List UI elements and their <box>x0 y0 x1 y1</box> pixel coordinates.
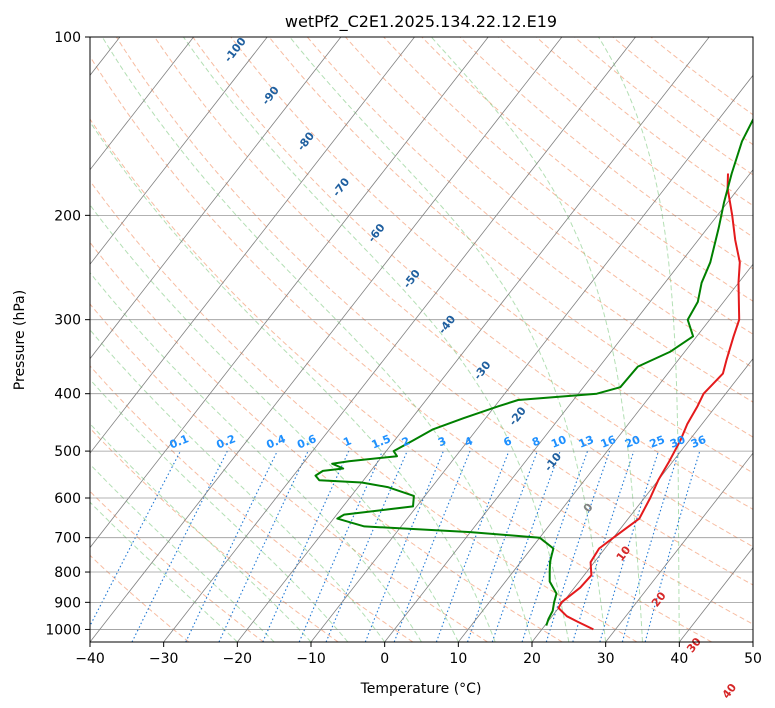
y-tick-label: 400 <box>54 387 81 403</box>
y-tick-label: 1000 <box>45 622 81 638</box>
moist-adiabat-line <box>90 204 459 642</box>
x-axis-label: Temperature (°C) <box>360 681 482 697</box>
x-tick-label: 40 <box>670 651 688 667</box>
y-tick-label: 600 <box>54 491 81 507</box>
moist-adiabat-line <box>90 121 496 642</box>
mixing-ratio-line <box>262 450 350 642</box>
x-tick-label: 20 <box>523 651 541 667</box>
plot-frame <box>89 36 754 643</box>
mixing-ratio-line <box>572 450 635 642</box>
dry-adiabat-line <box>115 37 753 586</box>
isotherm-line <box>237 37 710 642</box>
y-axis-ticks: 100 200 300 400 500 600 700 800 900 1000 <box>45 30 90 638</box>
dry-adiabat-line <box>345 37 753 369</box>
dry-adiabat-line <box>230 37 753 474</box>
isotherm-line <box>90 37 489 549</box>
mixing-ratio-line <box>364 450 444 642</box>
mixing-ratio-label: 16 <box>599 433 618 451</box>
mixing-ratio-line <box>491 450 561 642</box>
x-tick-label: −40 <box>75 651 105 667</box>
x-tick-label: −30 <box>149 651 179 667</box>
moist-adiabat-line <box>90 271 422 642</box>
mixing-ratio-label: 8 <box>530 434 542 449</box>
isotherm-line <box>163 37 636 642</box>
moist-adiabat-line <box>101 37 533 642</box>
isotherm-line <box>605 452 753 642</box>
dry-adiabat-line <box>90 118 712 642</box>
chart-title: wetPf2_C2E1.2025.134.22.12.E19 <box>285 12 557 32</box>
x-tick-label: 50 <box>744 651 762 667</box>
mixing-ratio-label: 13 <box>577 433 596 451</box>
isotherm-line <box>531 358 753 642</box>
mixing-ratio-label: 10 <box>549 433 568 451</box>
y-tick-label: 800 <box>54 565 81 581</box>
y-tick-label: 100 <box>54 30 81 46</box>
y-tick-label: 300 <box>54 313 81 329</box>
x-tick-label: 0 <box>380 651 389 667</box>
x-tick-label: −20 <box>223 651 253 667</box>
dry-adiabat-line <box>90 241 563 642</box>
dry-adiabat-line <box>154 37 753 548</box>
x-tick-label: −10 <box>296 651 326 667</box>
isotherm-line <box>90 37 268 265</box>
temperature-line <box>557 173 741 631</box>
mixing-ratio-line <box>298 450 384 642</box>
moist-adiabat-line <box>90 463 275 642</box>
dry-adiabat-line <box>90 554 190 642</box>
mixing-ratio-line <box>521 450 589 642</box>
y-tick-label: 900 <box>54 595 81 611</box>
dewpoint-line <box>314 117 753 626</box>
dry-adiabat-line <box>90 490 264 642</box>
mixing-ratio-line <box>621 450 680 642</box>
mixing-ratio-label: 25 <box>648 433 667 451</box>
isotherm-line <box>90 37 415 454</box>
mixing-ratio-line <box>466 450 538 642</box>
moist-adiabat-line <box>90 378 349 642</box>
isotherm-line <box>384 169 753 642</box>
x-axis-ticks: −40 −30 −20 −10 0 10 20 30 40 50 <box>75 642 762 667</box>
profile-lines <box>314 117 753 631</box>
dry-adiabat-line <box>90 365 414 642</box>
dry-adiabat-line <box>90 303 488 642</box>
moist-adiabat-line <box>90 329 386 642</box>
mixing-ratio-label: 1 <box>341 434 353 449</box>
dry-adiabat-line <box>192 37 753 510</box>
mixing-ratio-line <box>545 450 611 642</box>
dry-adiabat-line <box>306 37 753 403</box>
isotherm-line <box>90 37 563 642</box>
isotherm-line <box>90 37 194 171</box>
y-tick-label: 200 <box>54 208 81 224</box>
background-lines <box>90 37 753 642</box>
mixing-ratio-label: 36 <box>689 433 708 451</box>
moist-adiabat-line <box>430 37 643 642</box>
y-tick-label: 700 <box>54 531 81 547</box>
moist-adiabat-line <box>598 37 680 642</box>
moist-adiabat-line <box>289 37 607 642</box>
dry-adiabat-line <box>90 180 638 642</box>
mixing-ratio-label: 3 <box>436 434 448 449</box>
isotherm-line <box>458 263 753 642</box>
mixing-ratio-line <box>599 450 660 642</box>
x-tick-label: 30 <box>597 651 615 667</box>
y-axis-label: Pressure (hPa) <box>12 290 28 390</box>
isotherm-line <box>90 37 342 360</box>
moist-adiabat-line <box>182 37 570 642</box>
y-tick-label: 500 <box>54 444 81 460</box>
mixing-ratio-line <box>435 450 510 642</box>
mixing-ratio-label: 20 <box>623 433 642 451</box>
mixing-ratio-line <box>325 450 408 642</box>
mixing-ratio-label: 30 <box>668 433 687 451</box>
x-tick-label: 10 <box>449 651 467 667</box>
mixing-ratio-label: 2 <box>400 434 412 449</box>
isotherm-line <box>310 74 753 642</box>
